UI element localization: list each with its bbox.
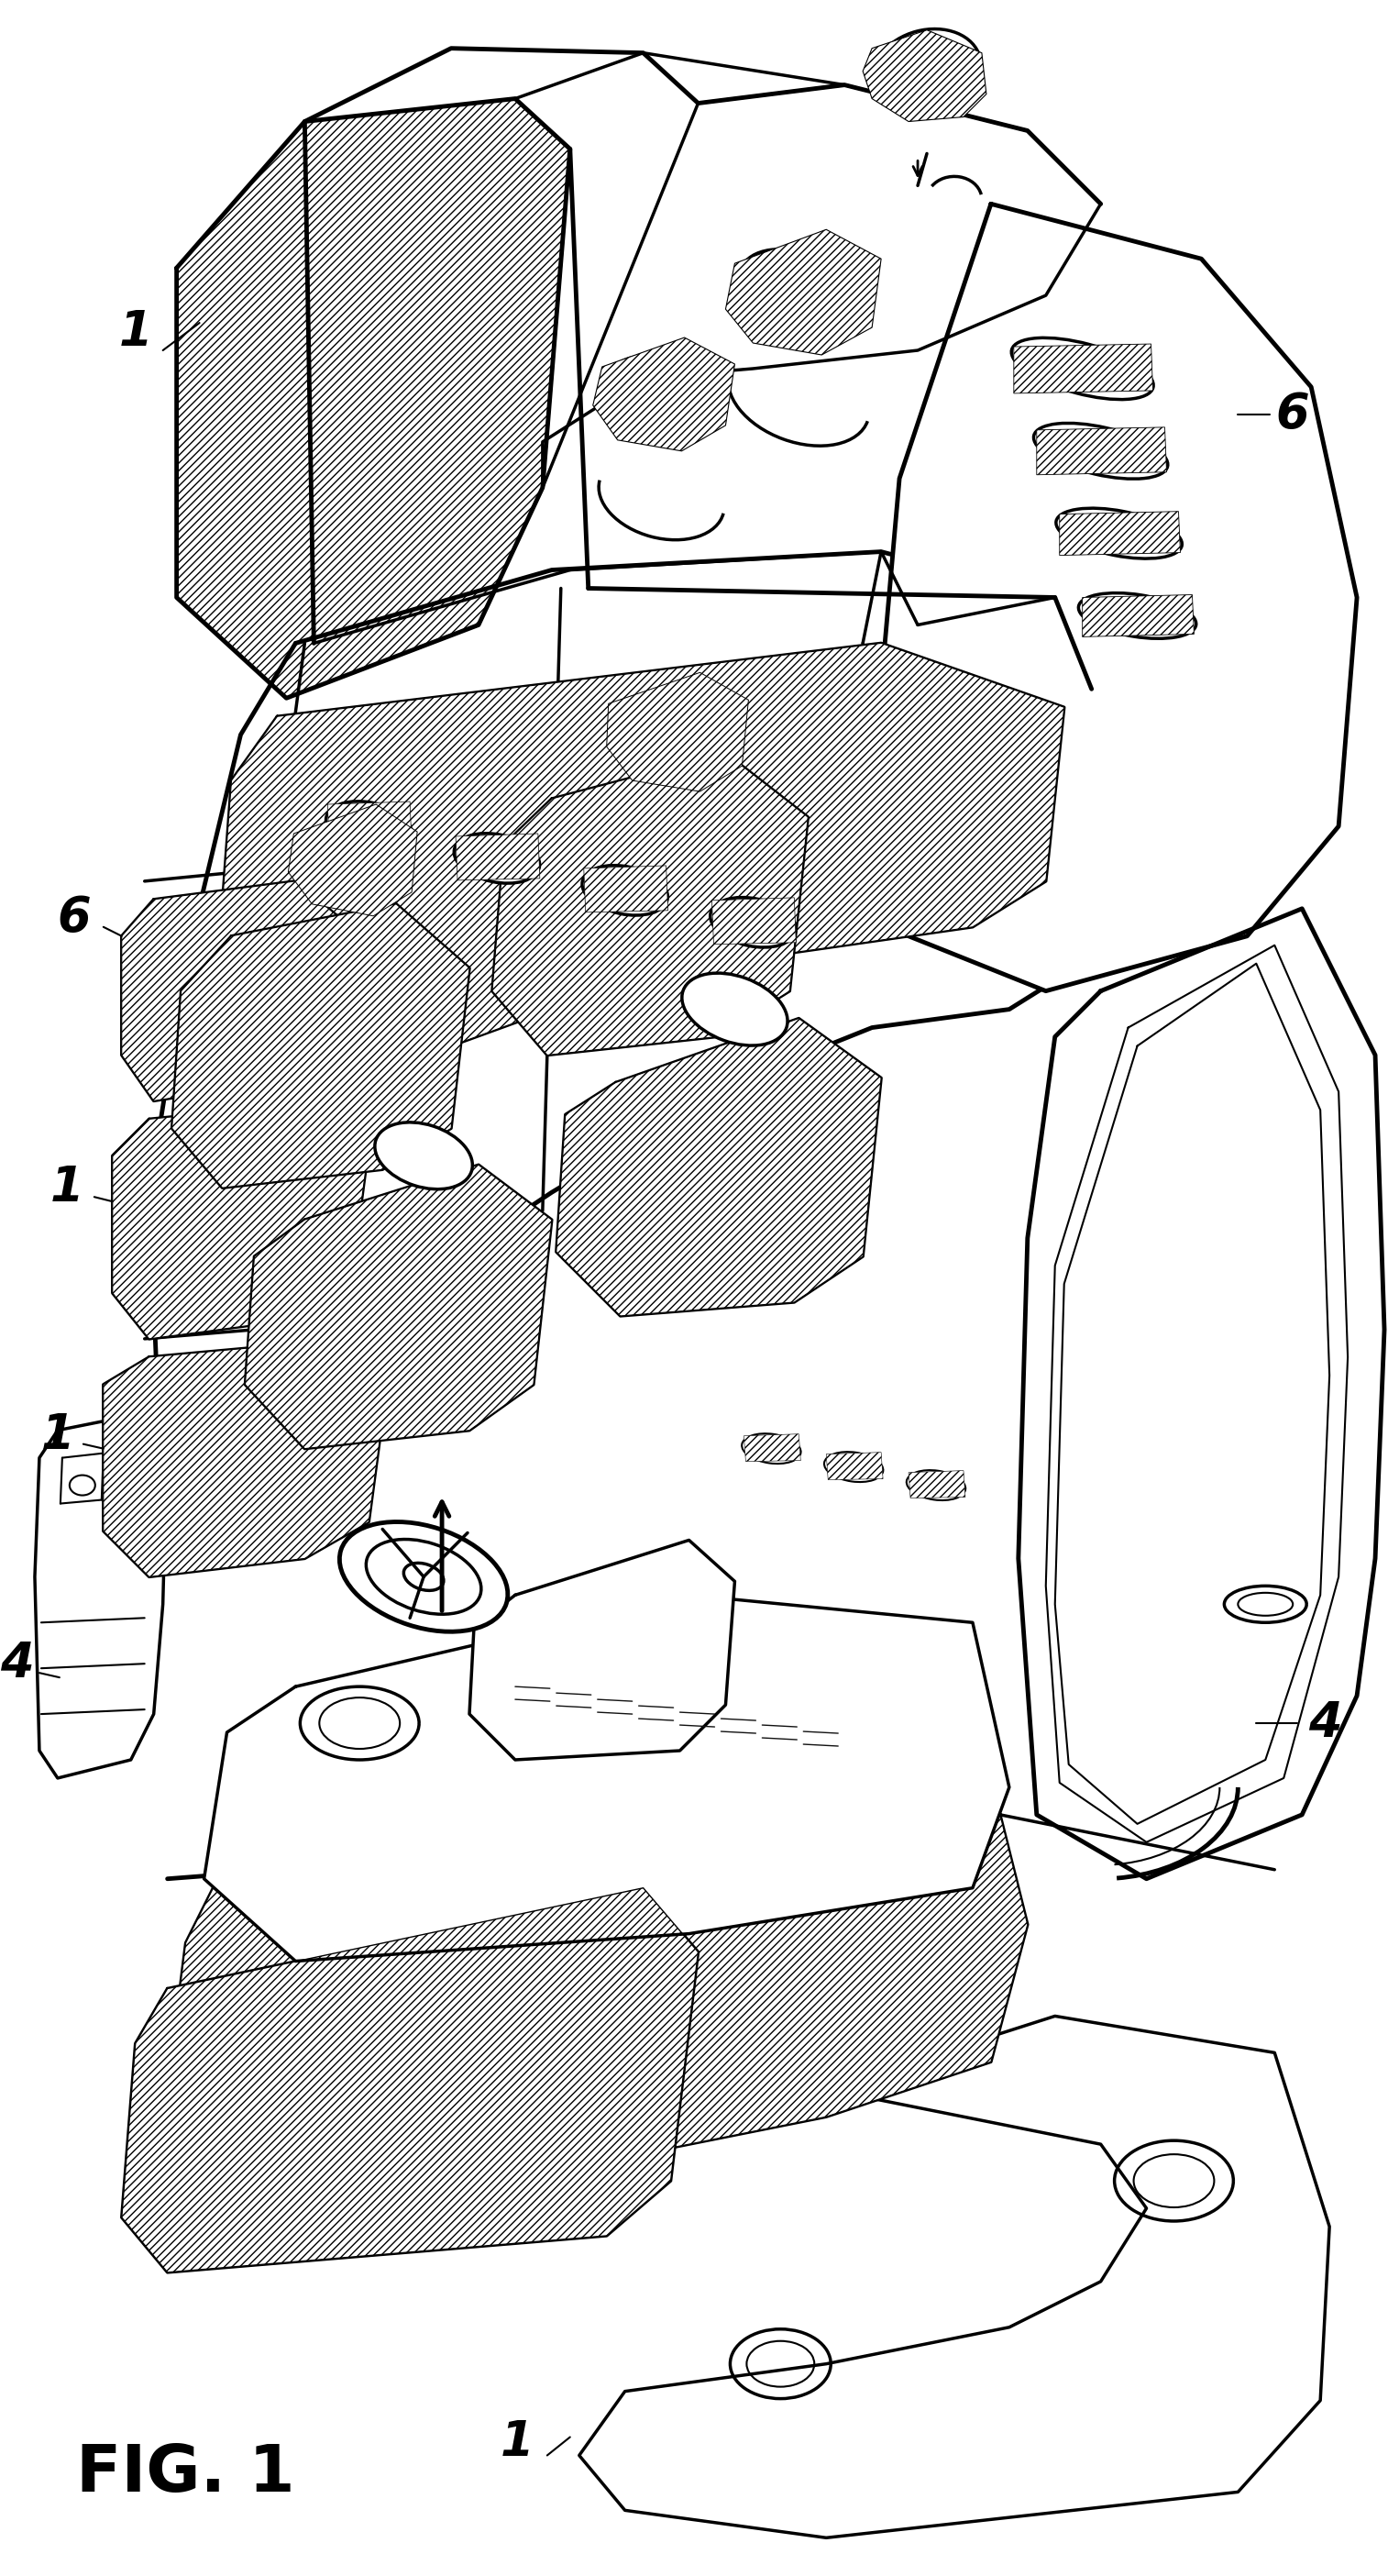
Ellipse shape — [611, 696, 730, 775]
Polygon shape — [172, 904, 470, 1188]
Polygon shape — [213, 644, 1065, 1100]
Polygon shape — [104, 1340, 388, 1577]
Text: 4: 4 — [0, 1641, 34, 1687]
Polygon shape — [1083, 595, 1195, 636]
Ellipse shape — [340, 1522, 508, 1631]
Polygon shape — [150, 551, 1091, 1448]
Polygon shape — [168, 1795, 1027, 2182]
Polygon shape — [872, 204, 1357, 992]
Text: 1: 1 — [50, 1164, 84, 1211]
Polygon shape — [456, 835, 540, 881]
Polygon shape — [112, 1100, 369, 1340]
Ellipse shape — [455, 832, 540, 884]
Text: 6: 6 — [57, 894, 91, 943]
Polygon shape — [176, 98, 569, 698]
Polygon shape — [1059, 513, 1181, 556]
Text: 1: 1 — [119, 309, 152, 355]
Polygon shape — [579, 2017, 1329, 2537]
Polygon shape — [712, 896, 796, 945]
Polygon shape — [607, 672, 748, 791]
Polygon shape — [726, 229, 881, 355]
Polygon shape — [327, 801, 411, 848]
Polygon shape — [245, 1164, 551, 1448]
Polygon shape — [827, 1453, 883, 1479]
Ellipse shape — [1056, 507, 1182, 559]
Polygon shape — [470, 1540, 734, 1759]
Ellipse shape — [1079, 592, 1196, 639]
Polygon shape — [122, 881, 350, 1100]
Polygon shape — [213, 644, 1065, 1100]
Ellipse shape — [681, 974, 788, 1046]
Polygon shape — [35, 1412, 168, 1777]
Polygon shape — [863, 31, 986, 121]
Polygon shape — [1037, 428, 1167, 474]
Polygon shape — [1018, 909, 1385, 1878]
Polygon shape — [245, 1164, 551, 1448]
Text: 1: 1 — [499, 2419, 534, 2465]
Polygon shape — [492, 752, 809, 1056]
Polygon shape — [1014, 345, 1153, 394]
Ellipse shape — [404, 1564, 443, 1589]
Text: 1: 1 — [41, 1412, 74, 1458]
Polygon shape — [112, 1100, 369, 1340]
Ellipse shape — [741, 1435, 800, 1463]
Polygon shape — [492, 752, 809, 1056]
Text: FIG. 1: FIG. 1 — [76, 2442, 295, 2506]
Ellipse shape — [711, 896, 796, 948]
Ellipse shape — [375, 1123, 473, 1190]
Polygon shape — [122, 881, 350, 1100]
Polygon shape — [744, 1435, 800, 1461]
Polygon shape — [172, 904, 470, 1188]
Polygon shape — [122, 1888, 698, 2272]
Polygon shape — [593, 337, 734, 451]
Ellipse shape — [1034, 422, 1168, 479]
Ellipse shape — [739, 250, 859, 343]
Ellipse shape — [606, 355, 716, 435]
Ellipse shape — [582, 866, 667, 914]
Polygon shape — [557, 1018, 881, 1316]
Polygon shape — [168, 1795, 1027, 2182]
Ellipse shape — [907, 1471, 965, 1499]
Polygon shape — [557, 1018, 881, 1316]
Text: 4: 4 — [1308, 1700, 1342, 1747]
Ellipse shape — [294, 824, 407, 902]
Polygon shape — [122, 1888, 698, 2272]
Ellipse shape — [367, 1540, 481, 1615]
Polygon shape — [104, 1340, 388, 1577]
Ellipse shape — [1011, 337, 1153, 399]
Polygon shape — [583, 866, 667, 912]
Text: 6: 6 — [1276, 392, 1309, 438]
Polygon shape — [515, 54, 1101, 487]
Ellipse shape — [873, 28, 981, 113]
Polygon shape — [288, 804, 417, 917]
Polygon shape — [204, 1595, 1009, 1960]
Ellipse shape — [326, 801, 411, 850]
Polygon shape — [908, 1471, 965, 1499]
Ellipse shape — [824, 1453, 883, 1481]
